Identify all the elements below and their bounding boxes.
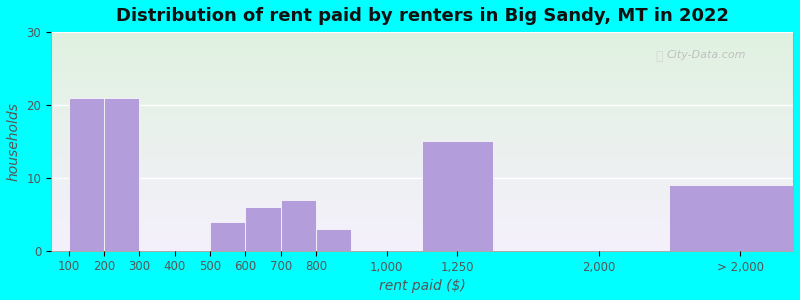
Bar: [422, 141, 493, 251]
Text: 🔍: 🔍: [656, 50, 663, 63]
Bar: [316, 229, 351, 251]
Title: Distribution of rent paid by renters in Big Sandy, MT in 2022: Distribution of rent paid by renters in …: [115, 7, 729, 25]
X-axis label: rent paid ($): rent paid ($): [378, 279, 466, 293]
Bar: [281, 200, 316, 251]
Text: City-Data.com: City-Data.com: [667, 50, 746, 60]
Y-axis label: households: households: [7, 102, 21, 181]
Bar: [210, 222, 246, 251]
Bar: [69, 98, 104, 251]
Bar: [246, 207, 281, 251]
Bar: [670, 185, 800, 251]
Bar: [104, 98, 139, 251]
